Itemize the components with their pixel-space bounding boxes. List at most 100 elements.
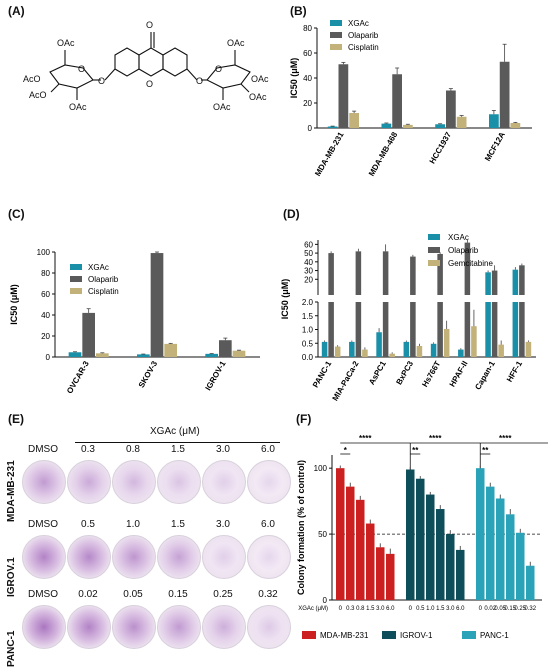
dose-label: 6.0 xyxy=(261,519,275,530)
colony-dish xyxy=(22,460,66,504)
right-oac-1-label: OAc xyxy=(227,38,245,48)
ring-o-label: O xyxy=(146,79,153,89)
bar-xgac-upper xyxy=(485,272,491,295)
y-tick-label: 20 xyxy=(303,99,312,108)
y-axis-label: IC50 (μM) xyxy=(280,279,290,320)
legend-swatch-mda-mb-231 xyxy=(302,631,316,639)
sugar-o-left-label: O xyxy=(78,64,85,74)
dose-tick-label: 0.3 xyxy=(346,606,355,612)
bar-panc-1 xyxy=(506,514,515,600)
legend-swatch-xgac xyxy=(70,264,82,270)
bar-panc-1 xyxy=(526,565,535,600)
y-tick-label: 0 xyxy=(308,124,313,133)
x-tick-label: OVCAR-3 xyxy=(65,359,91,395)
x-tick-label: AsPC1 xyxy=(367,359,388,386)
bar-gemcitabine xyxy=(416,346,423,357)
bar-mda-mb-231 xyxy=(336,468,345,600)
bar-xgac xyxy=(137,354,150,357)
legend-swatch-gemcitabine xyxy=(428,260,440,266)
bar-olaparib-upper xyxy=(437,253,443,295)
bar-olaparib-upper xyxy=(519,265,525,295)
y-tick-label: 20 xyxy=(304,275,313,284)
bar-olaparib-upper xyxy=(328,253,334,295)
bar-xgac xyxy=(403,341,410,357)
dose-label: 6.0 xyxy=(261,444,275,455)
left-oac-2-label: OAc xyxy=(69,102,87,112)
panel-b-label: (B) xyxy=(290,4,307,18)
bar-xgac-lower xyxy=(485,302,491,357)
legend-label-olaparib: Olaparib xyxy=(88,275,119,284)
dose-tick-label: 0.05 xyxy=(494,606,506,612)
bar-xgac xyxy=(327,126,338,128)
bar-igrov-1 xyxy=(406,469,415,600)
x-tick-label: HFF-1 xyxy=(505,359,524,384)
dose-label: 0.32 xyxy=(258,589,278,600)
y-tick-label: 40 xyxy=(41,311,50,320)
x-tick-label: BxPC3 xyxy=(394,359,415,386)
sugar-o-right-label: O xyxy=(215,64,222,74)
panel-f-label: (F) xyxy=(296,412,312,426)
legend-label-olaparib: Olaparib xyxy=(348,31,379,40)
bar-mda-mb-231 xyxy=(386,553,395,600)
y-tick-label: 0 xyxy=(323,596,328,605)
legend-swatch-cisplatin xyxy=(330,44,342,50)
panel-a-label: (A) xyxy=(8,4,25,18)
bar-cisplatin xyxy=(232,350,246,357)
row-label-panc-1: PANC-1 xyxy=(6,630,17,667)
colony-dish xyxy=(202,535,246,579)
dose-tick-label: 0.25 xyxy=(514,606,526,612)
y-tick-label: 40 xyxy=(304,258,313,267)
legend-label-olaparib: Olaparib xyxy=(448,246,479,255)
dose-label: DMSO xyxy=(28,589,58,600)
row-label-mda-mb-231: MDA-MB-231 xyxy=(6,460,17,522)
chart-b-ic50-breast: 0 20 40 60 80 IC50 (μM) MDA-MB-231 MDA-MB-468 HC… xyxy=(289,19,532,178)
bar-olaparib-lower xyxy=(410,302,416,357)
bar-panc-1 xyxy=(476,468,485,600)
dose-tick-label: 0 xyxy=(479,606,483,612)
bar-olaparib xyxy=(499,61,510,128)
right-oac-2-label: OAc xyxy=(251,74,269,84)
bar-olaparib xyxy=(219,340,232,357)
bar-cisplatin xyxy=(164,343,177,357)
dose-label: 0.8 xyxy=(126,444,140,455)
bar-olaparib-lower xyxy=(464,302,471,357)
bar-olaparib-lower xyxy=(437,302,443,357)
dose-tick-label: 6.0 xyxy=(456,606,465,612)
colony-dish xyxy=(67,605,111,649)
colony-dish xyxy=(22,535,66,579)
bar-gemcitabine xyxy=(389,353,395,357)
bar-olaparib-lower xyxy=(328,302,334,357)
bar-olaparib-upper xyxy=(355,251,362,295)
bar-xgac xyxy=(321,341,328,357)
y-tick-label: 60 xyxy=(304,240,313,249)
bar-xgac xyxy=(430,343,437,357)
x-tick-label: Hs766T xyxy=(420,359,442,388)
dose-label: 0.3 xyxy=(81,444,95,455)
legend-label-xgac: XGAc xyxy=(348,19,369,28)
legend-swatch-igrov-1 xyxy=(382,631,396,639)
y-tick-label: 2.0 xyxy=(302,298,314,307)
y-tick-label: 40 xyxy=(303,74,312,83)
bar-gemcitabine xyxy=(498,344,504,357)
dose-tick-label: 3.0 xyxy=(446,606,455,612)
dose-tick-label: 0.8 xyxy=(356,606,365,612)
dose-label: DMSO xyxy=(28,519,58,530)
right-oac-3-label: OAc xyxy=(249,92,267,102)
bar-panc-1 xyxy=(486,486,495,600)
y-axis-label: Colony formation (% of control) xyxy=(296,460,306,595)
bar-igrov-1 xyxy=(456,549,465,600)
legend-label-xgac: XGAc xyxy=(448,233,469,242)
bar-mda-mb-231 xyxy=(376,547,385,600)
y-tick-label: 100 xyxy=(314,464,328,473)
dose-tick-label: 0.32 xyxy=(524,606,536,612)
x-axis-prefix: XGAc (μM) xyxy=(298,606,328,612)
x-tick-label: SKOV-3 xyxy=(137,359,160,389)
colony-dish xyxy=(67,460,111,504)
y-tick-label: 30 xyxy=(304,267,313,276)
colony-dish xyxy=(157,460,201,504)
colony-dish xyxy=(247,605,291,649)
dose-tick-label: 0 xyxy=(339,606,343,612)
legend-label-cisplatin: Cisplatin xyxy=(88,287,119,296)
y-axis-label: IC50 (μM) xyxy=(9,284,19,325)
